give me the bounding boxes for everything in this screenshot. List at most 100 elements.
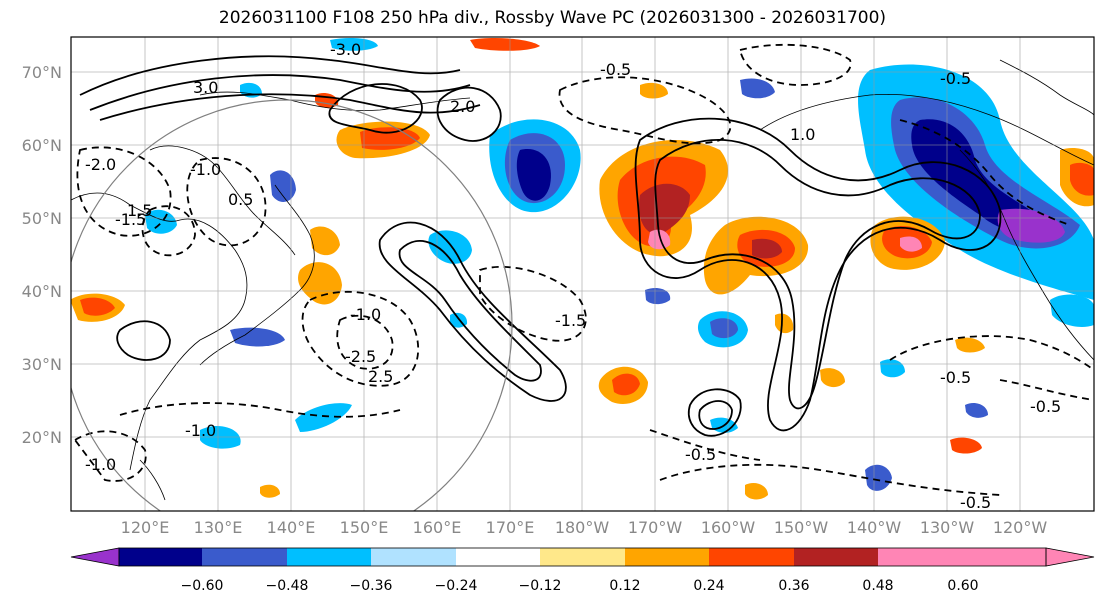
siberia-coastline (149, 145, 296, 256)
contour-line (649, 429, 761, 461)
div-region (752, 238, 782, 259)
div-region (645, 288, 671, 305)
div-region (612, 373, 640, 396)
contour-label: -2.5 (345, 347, 376, 366)
div-region (80, 297, 115, 316)
colorbar-over-arrow (1045, 547, 1095, 567)
colorbar-tick-label: 0.48 (862, 578, 893, 594)
contour-label: -3.0 (330, 40, 361, 59)
div-region (640, 82, 668, 99)
contour-line (116, 320, 171, 361)
lat-label: 60°N (22, 136, 62, 155)
contour-label: -1.0 (185, 421, 216, 440)
div-region (310, 226, 340, 256)
contour-label: -0.5 (940, 69, 971, 88)
contour-label: 2.5 (368, 367, 393, 386)
contours-negative (73, 43, 1094, 496)
map-panel: 3.0 2.0 1.0 0.5 1.5 2.5 -0.5 -1.0 -1.5 -… (70, 36, 1095, 512)
colorbar-tick-label: 0.24 (693, 578, 724, 594)
colorbar-cell (878, 548, 963, 566)
contour-label: -0.5 (685, 445, 716, 464)
div-region (820, 368, 845, 388)
div-region (965, 403, 988, 418)
contour-line (899, 119, 1071, 226)
lon-label: 140°E (267, 518, 316, 537)
div-region (330, 38, 378, 51)
div-region (230, 327, 285, 347)
div-region (865, 464, 892, 491)
contour-line (186, 157, 267, 247)
contour-line (119, 402, 401, 418)
div-region (955, 337, 985, 353)
colorbar-cell (794, 548, 878, 566)
contour-label: -0.5 (1030, 397, 1061, 416)
colorbar-cell (540, 548, 625, 566)
colorbar-tick-label: 0.36 (778, 578, 809, 594)
lon-label: 130°W (920, 518, 975, 537)
contour-label: -1.0 (350, 305, 381, 324)
colorbar: −0.60 −0.48 −0.36 −0.24 −0.12 0.12 0.24 … (70, 547, 1095, 594)
contour-label: -2.0 (85, 155, 116, 174)
latitude-labels: 70°N 60°N 50°N 40°N 30°N 20°N (22, 63, 62, 447)
chart-title: 2026031100 F108 250 hPa div., Rossby Wav… (218, 8, 887, 28)
contour-line (328, 83, 423, 134)
lon-label: 180°W (555, 518, 610, 537)
colorbar-tick-label: 0.12 (609, 578, 640, 594)
longitude-labels: 120°E 130°E 140°E 150°E 160°E 170°E 180°… (121, 518, 1048, 537)
contour-label: 3.0 (193, 78, 218, 97)
contour-line (99, 93, 481, 121)
contour-line (659, 463, 1001, 496)
div-region (470, 38, 540, 51)
div-region (900, 236, 922, 252)
lon-label: 160°W (701, 518, 756, 537)
contour-label: 1.0 (790, 125, 815, 144)
div-region (1070, 162, 1094, 196)
div-region (911, 119, 1050, 233)
colorbar-cell (963, 548, 1046, 566)
div-region (648, 229, 671, 250)
div-region (1050, 294, 1094, 327)
div-region (516, 149, 551, 201)
contour-label: 1.5 (127, 201, 152, 220)
contour-line (301, 290, 419, 387)
contour-line (398, 240, 542, 382)
contour-line (698, 400, 733, 430)
contour-line (141, 205, 196, 257)
na-west-coastline (959, 149, 1094, 361)
lon-label: 140°W (847, 518, 902, 537)
contour-line (76, 146, 172, 237)
lon-label: 160°E (413, 518, 462, 537)
div-region (950, 437, 982, 454)
div-region (428, 230, 472, 264)
colorbar-cell (119, 548, 202, 566)
div-region (710, 318, 738, 339)
contour-line (687, 388, 742, 437)
contour-line (378, 221, 567, 402)
contour-label: -0.5 (600, 60, 631, 79)
contour-line (889, 335, 1094, 371)
lat-label: 40°N (22, 282, 62, 301)
lat-label: 50°N (22, 209, 62, 228)
colorbar-cells (70, 547, 1095, 567)
contour-line (479, 266, 587, 342)
lon-label: 170°E (486, 518, 535, 537)
colorbar-cell (287, 548, 371, 566)
colorbar-cell (202, 548, 287, 566)
div-region (298, 262, 342, 305)
contour-line (436, 86, 502, 142)
contour-line (558, 76, 732, 145)
contour-label: -1.0 (85, 455, 116, 474)
colorbar-under-arrow (70, 547, 120, 567)
lon-label: 120°W (993, 518, 1048, 537)
contour-line (654, 139, 981, 410)
contour-label: 2.0 (450, 97, 475, 116)
div-region (745, 483, 768, 500)
lon-label: 130°E (194, 518, 243, 537)
map-frame (70, 36, 1095, 512)
contour-label: -1.0 (190, 160, 221, 179)
contour-line (634, 117, 1002, 432)
colorbar-cell (709, 548, 794, 566)
alaska-coastline (759, 93, 1094, 166)
div-region (740, 78, 775, 99)
